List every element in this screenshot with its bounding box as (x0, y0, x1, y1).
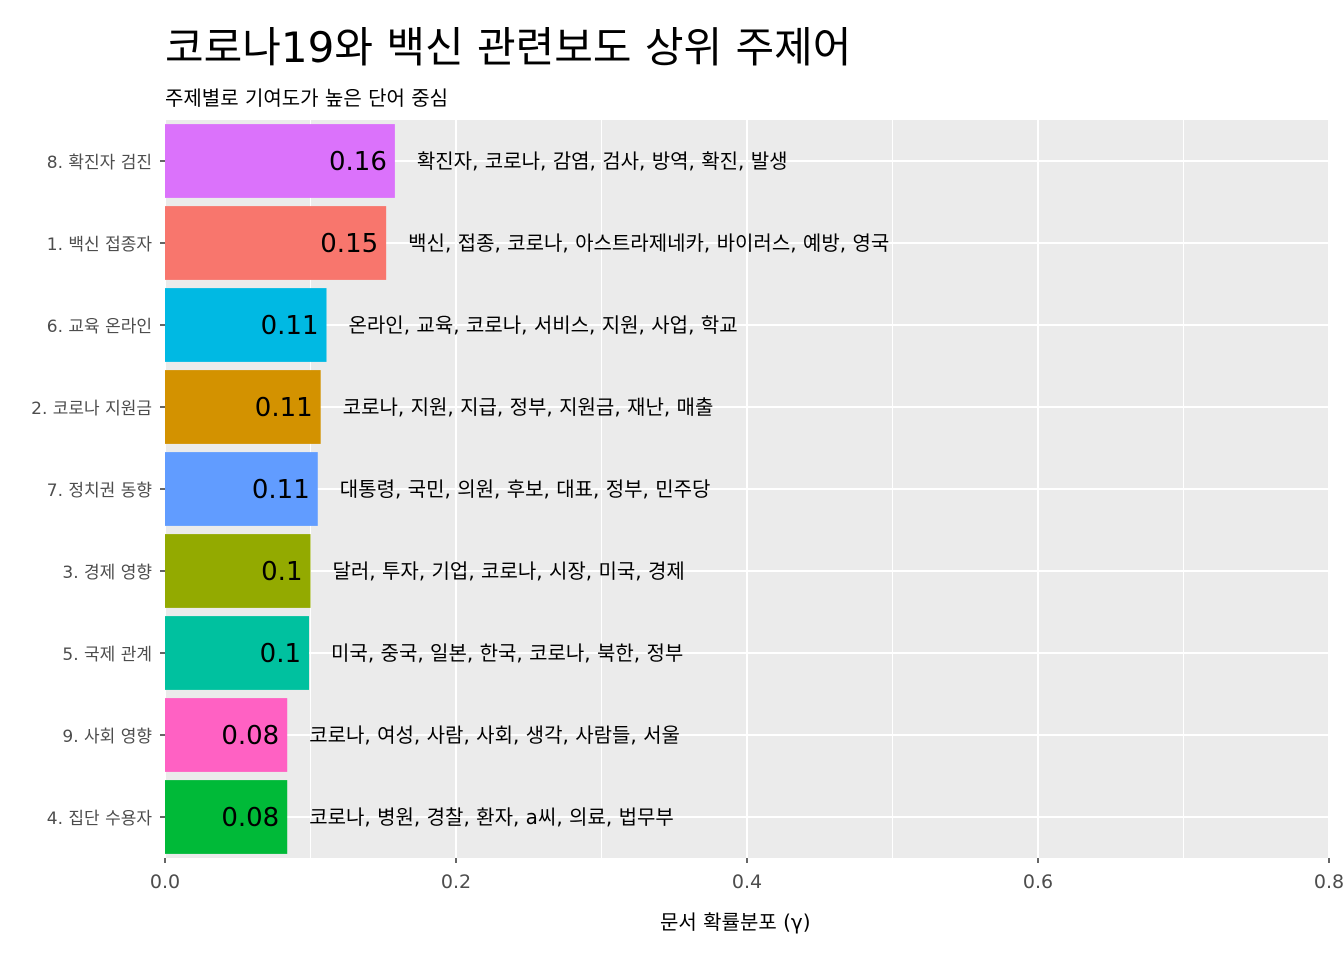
bar-terms-label: 백신, 접종, 코로나, 아스트라제네카, 바이러스, 예방, 영국 (408, 231, 889, 255)
bar (165, 534, 311, 608)
y-tick-label: 7. 정치권 동향 (47, 481, 152, 501)
x-axis-title: 문서 확률분포 (γ) (660, 910, 811, 934)
y-tick-label: 5. 국제 관계 (62, 645, 152, 665)
y-tick-label: 9. 사회 영향 (62, 727, 152, 747)
bar-value-label: 0.08 (221, 721, 279, 751)
bar-terms-label: 온라인, 교육, 코로나, 서비스, 지원, 사업, 학교 (349, 313, 738, 337)
y-tick-label: 2. 코로나 지원금 (31, 399, 152, 419)
bar-terms-label: 코로나, 병원, 경찰, 환자, a씨, 의료, 법무부 (309, 805, 674, 829)
bar (165, 698, 288, 772)
y-tick-label: 8. 확진자 검진 (47, 153, 152, 173)
y-tick-label: 4. 집단 수용자 (47, 809, 153, 829)
y-tick-label: 1. 백신 접종자 (47, 235, 153, 255)
y-tick-label: 6. 교육 온라인 (47, 317, 152, 337)
y-tick-label: 3. 경제 영향 (62, 563, 152, 583)
bar-value-label: 0.08 (221, 803, 279, 833)
bar-value-label: 0.15 (320, 229, 378, 259)
bar (165, 452, 318, 526)
bar (165, 616, 310, 690)
bar-value-label: 0.1 (261, 557, 302, 587)
bar-terms-label: 대통령, 국민, 의원, 후보, 대표, 정부, 민주당 (340, 477, 711, 501)
bar-value-label: 0.1 (260, 639, 301, 669)
x-tick-label: 0.0 (150, 871, 180, 893)
bar-value-label: 0.11 (252, 475, 310, 505)
bar (165, 288, 327, 362)
bar-value-label: 0.11 (255, 393, 313, 423)
bar-value-label: 0.11 (261, 311, 319, 341)
chart-subtitle: 주제별로 기여도가 높은 단어 중심 (165, 86, 449, 110)
x-tick-label: 0.4 (732, 871, 762, 893)
bar (165, 124, 395, 198)
bar-terms-label: 코로나, 지원, 지급, 정부, 지원금, 재난, 매출 (343, 395, 714, 419)
bar (165, 370, 321, 444)
bar (165, 780, 288, 854)
x-tick-label: 0.2 (441, 871, 471, 893)
bar-terms-label: 코로나, 여성, 사람, 사회, 생각, 사람들, 서울 (309, 723, 680, 747)
chart-title: 코로나19와 백신 관련보도 상위 주제어 (165, 23, 852, 72)
bar-terms-label: 미국, 중국, 일본, 한국, 코로나, 북한, 정부 (331, 641, 683, 665)
bar (165, 206, 387, 280)
bar-terms-label: 달러, 투자, 기업, 코로나, 시장, 미국, 경제 (333, 559, 685, 583)
x-tick-label: 0.8 (1314, 871, 1344, 893)
bar-terms-label: 확진자, 코로나, 감염, 검사, 방역, 확진, 발생 (417, 149, 788, 173)
x-tick-label: 0.6 (1023, 871, 1053, 893)
bar-value-label: 0.16 (329, 147, 387, 177)
